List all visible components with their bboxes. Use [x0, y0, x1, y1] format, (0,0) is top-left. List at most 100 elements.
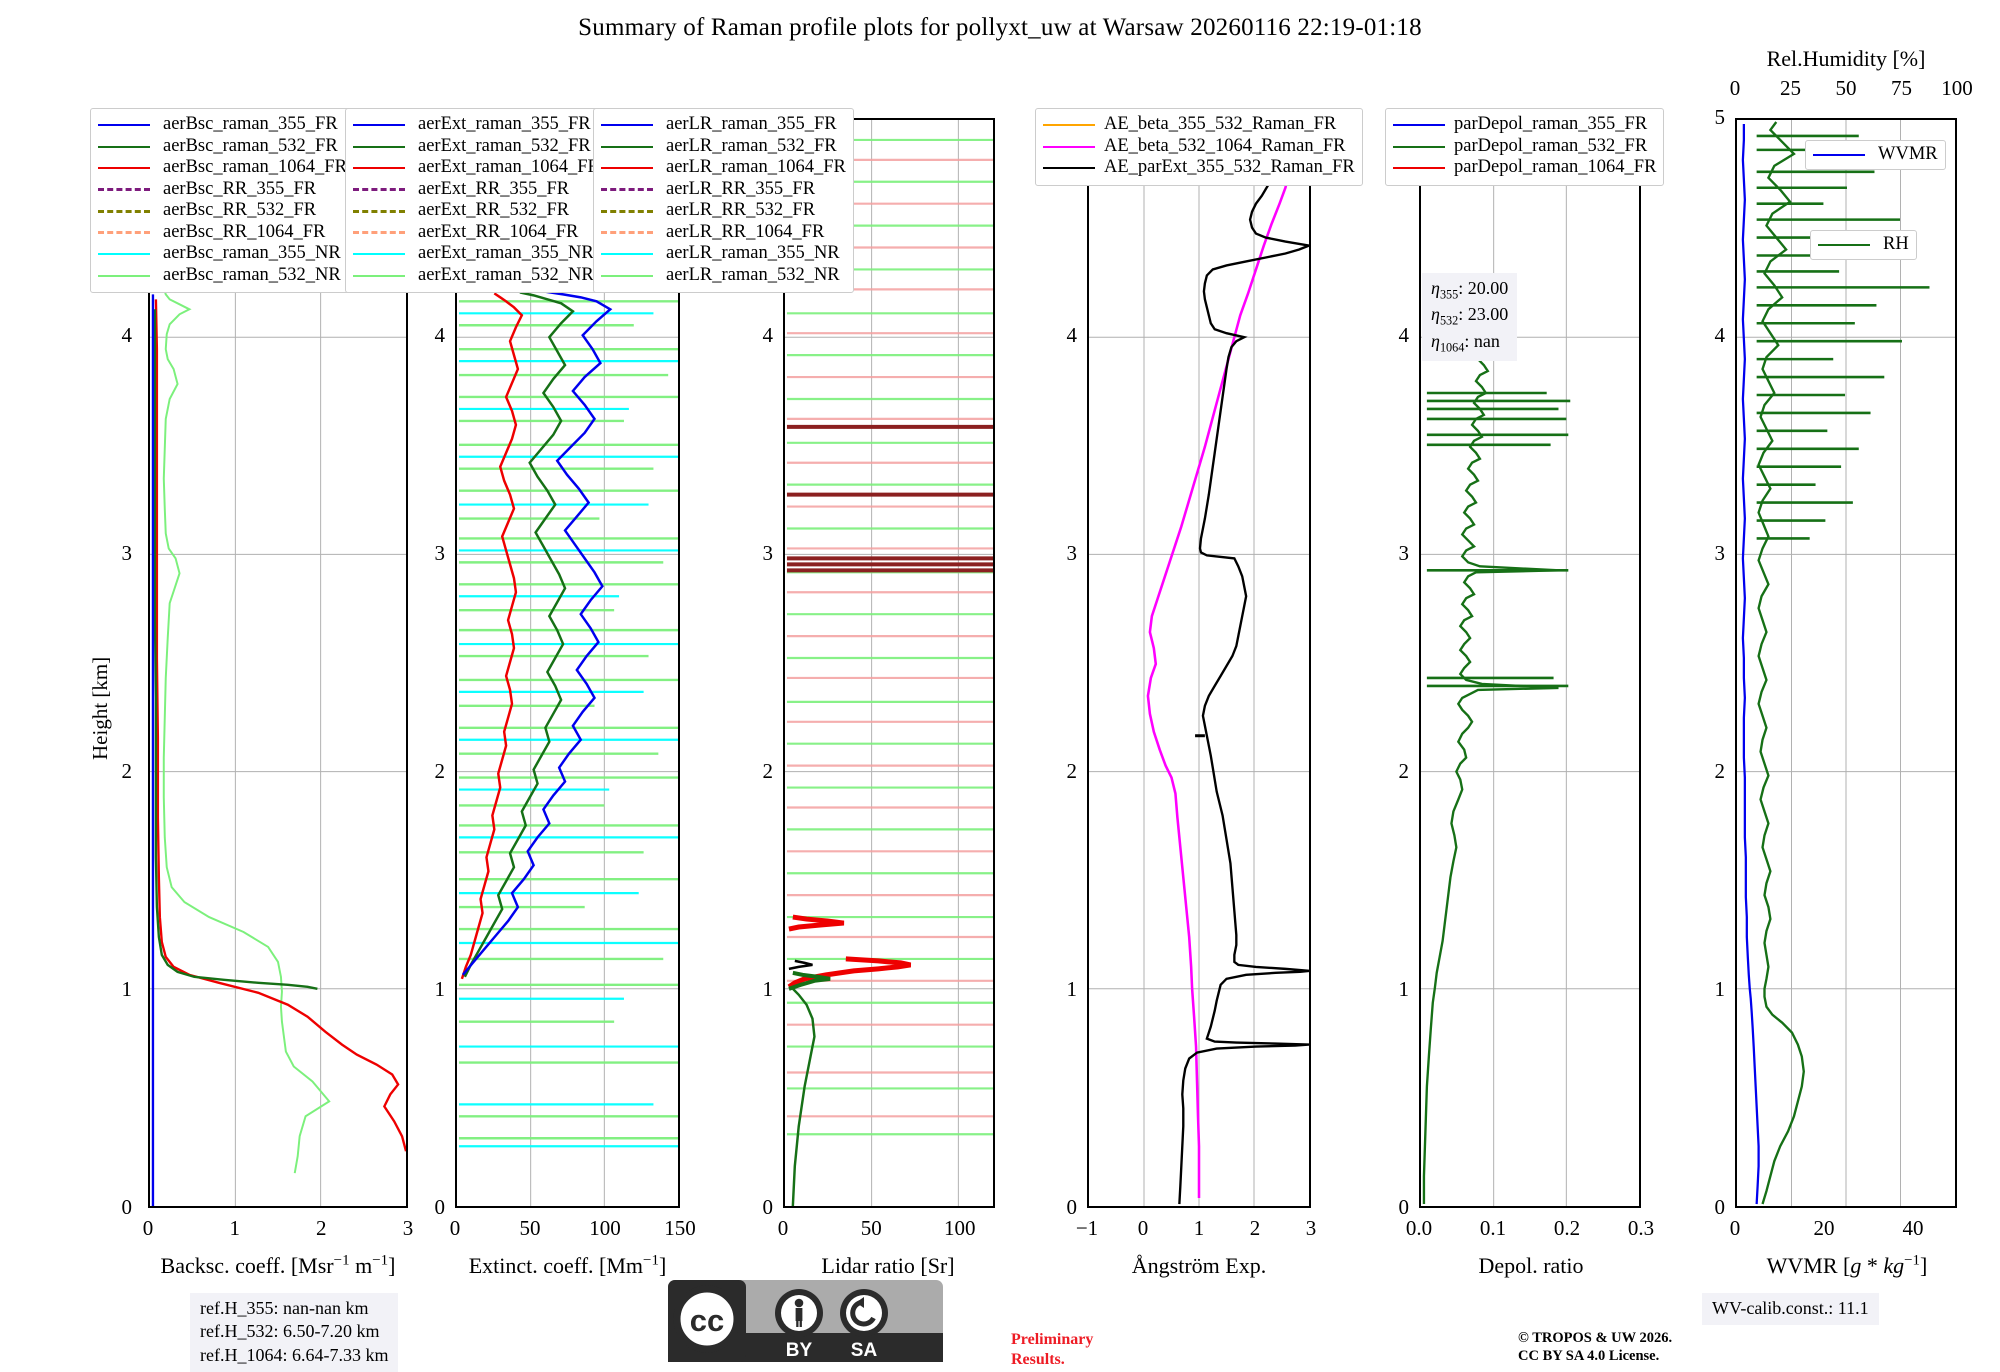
legend-swatch — [1818, 234, 1883, 256]
legend-item[interactable]: aerExt_raman_532_NR — [353, 265, 600, 287]
legend-rh[interactable]: RH — [1810, 230, 1917, 260]
legend-label: aerBsc_raman_1064_FR — [163, 157, 347, 178]
legend-label: aerBsc_RR_1064_FR — [163, 221, 326, 242]
x-tick: 0 — [142, 1216, 154, 1240]
legend-item[interactable]: aerLR_raman_532_FR — [601, 136, 846, 158]
legend-label: aerExt_RR_532_FR — [418, 200, 570, 221]
x-axis-label: Backsc. coeff. [Msr−1 m−1] — [103, 1253, 453, 1279]
plot-area-lidar-ratio[interactable] — [783, 118, 995, 1208]
legend-item[interactable]: aerLR_RR_1064_FR — [601, 222, 846, 244]
legend-item[interactable]: parDepol_raman_532_FR — [1393, 136, 1656, 158]
x-tick: 100 — [589, 1216, 621, 1240]
legend-item[interactable]: RH — [1818, 234, 1909, 256]
eta-symbol: η — [1431, 330, 1440, 351]
y-tick-2: 2 — [762, 759, 774, 783]
plot-area-wvmr-rh[interactable] — [1735, 118, 1957, 1208]
x-tick: 0 — [449, 1216, 461, 1240]
legend-item[interactable]: aerExt_raman_1064_FR — [353, 157, 600, 179]
legend-item[interactable]: aerLR_RR_532_FR — [601, 200, 846, 222]
plot-area-extinction[interactable] — [455, 118, 680, 1208]
eta-532-row: η532: 23.00 — [1431, 303, 1508, 329]
legend-swatch — [601, 136, 666, 158]
legend-item[interactable]: aerLR_raman_1064_FR — [601, 157, 846, 179]
legend-item[interactable]: aerBsc_RR_1064_FR — [98, 222, 347, 244]
legend-item[interactable]: aerExt_raman_532_FR — [353, 136, 600, 158]
cc-by-sa-badge[interactable]: cc BY SA — [668, 1280, 943, 1367]
legend-label: aerExt_raman_532_FR — [418, 135, 591, 156]
legend-table: WVMR — [1813, 144, 1938, 166]
y-tick-1: 1 — [1714, 977, 1726, 1001]
legend-item[interactable]: AE_beta_355_532_Raman_FR — [1043, 114, 1355, 136]
legend-label: aerLR_raman_532_NR — [666, 264, 840, 285]
legend-item[interactable]: aerLR_raman_355_NR — [601, 243, 846, 265]
y-tick-2: 2 — [121, 759, 133, 783]
x-axis-label: Extinct. coeff. [Mm−1] — [400, 1253, 735, 1279]
legend-label: aerBsc_RR_532_FR — [163, 200, 317, 221]
legend-swatch — [353, 243, 418, 265]
x-axis-label: WVMR [g * kg−1] — [1697, 1253, 1997, 1279]
legend-item[interactable]: aerLR_raman_532_NR — [601, 265, 846, 287]
eta-1064-row: η1064: nan — [1431, 330, 1508, 356]
legend-label: parDepol_raman_355_FR — [1454, 114, 1648, 134]
panel-depol-ratio: parDepol_raman_355_FR parDepol_raman_532… — [1385, 105, 1665, 1278]
legend-item[interactable]: aerExt_RR_1064_FR — [353, 222, 600, 244]
legend-angstrom[interactable]: AE_beta_355_532_Raman_FR AE_beta_532_106… — [1035, 108, 1363, 186]
legend-item[interactable]: aerExt_RR_355_FR — [353, 179, 600, 201]
legend-backscatter[interactable]: aerBsc_raman_355_FR aerBsc_raman_532_FR … — [90, 108, 355, 294]
x-tick: 0 — [1137, 1216, 1149, 1240]
legend-item[interactable]: parDepol_raman_1064_FR — [1393, 157, 1656, 179]
legend-item[interactable]: aerBsc_raman_532_NR — [98, 265, 347, 287]
legend-item[interactable]: AE_parExt_355_532_Raman_FR — [1043, 157, 1355, 179]
legend-item[interactable]: aerLR_raman_355_FR — [601, 114, 846, 136]
wv-calib-box: WV-calib.const.: 11.1 — [1702, 1293, 1879, 1326]
y-tick-3: 3 — [762, 541, 774, 565]
y-tick-0: 0 — [121, 1195, 133, 1219]
legend-item[interactable]: aerExt_raman_355_FR — [353, 114, 600, 136]
x-axis-label-text: WVMR [g * kg−1] — [1766, 1253, 1928, 1279]
legend-swatch — [353, 200, 418, 222]
legend-item[interactable]: aerBsc_raman_532_FR — [98, 136, 347, 158]
legend-item[interactable]: aerExt_raman_355_NR — [353, 243, 600, 265]
panel-wvmr-rh: Rel.Humidity [%] 0 25 50 75 100 WVMR RH … — [1715, 46, 1973, 1278]
legend-item[interactable]: AE_beta_532_1064_Raman_FR — [1043, 136, 1355, 158]
y-tick-3: 3 — [1398, 541, 1410, 565]
legend-wvmr[interactable]: WVMR — [1805, 140, 1946, 170]
y-tick-3: 3 — [1066, 541, 1078, 565]
legend-item[interactable]: aerExt_RR_532_FR — [353, 200, 600, 222]
legend-item[interactable]: aerBsc_raman_355_FR — [98, 114, 347, 136]
eta-value: : nan — [1464, 330, 1500, 351]
legend-label: aerBsc_raman_532_FR — [163, 135, 338, 156]
plot-area-backscatter[interactable] — [148, 118, 408, 1208]
x-tick: −1 — [1075, 1216, 1099, 1240]
top-x-tick: 100 — [1941, 76, 1973, 100]
legend-item[interactable]: parDepol_raman_355_FR — [1393, 114, 1656, 136]
legend-label: aerExt_raman_355_NR — [418, 243, 594, 264]
legend-lidar-ratio[interactable]: aerLR_raman_355_FR aerLR_raman_532_FR ae… — [593, 108, 854, 294]
credit-line-2: CC BY SA 4.0 License. — [1518, 1348, 1660, 1365]
panel-lidar-ratio: aerLR_raman_355_FR aerLR_raman_532_FR ae… — [593, 105, 995, 1278]
legend-item[interactable]: WVMR — [1813, 144, 1938, 166]
legend-depol-ratio[interactable]: parDepol_raman_355_FR parDepol_raman_532… — [1385, 108, 1665, 186]
legend-extinction[interactable]: aerExt_raman_355_FR aerExt_raman_532_FR … — [345, 108, 608, 294]
x-axis-label-text: Backsc. coeff. [Msr−1 m−1] — [160, 1253, 396, 1279]
legend-label: aerLR_RR_1064_FR — [666, 221, 825, 242]
legend-item[interactable]: aerLR_RR_355_FR — [601, 179, 846, 201]
plot-area-angstrom[interactable] — [1087, 118, 1311, 1208]
legend-table: RH — [1818, 234, 1909, 256]
legend-item[interactable]: aerBsc_raman_1064_FR — [98, 157, 347, 179]
angstrom-plot-svg — [1089, 120, 1309, 1206]
x-tick: 0 — [777, 1216, 789, 1240]
x-tick: 0.2 — [1553, 1216, 1581, 1240]
legend-label: aerBsc_raman_355_FR — [163, 114, 338, 134]
preliminary-line-1: Preliminary — [1011, 1331, 1094, 1348]
legend-swatch — [353, 222, 418, 244]
legend-swatch — [1043, 157, 1104, 179]
legend-item[interactable]: aerBsc_RR_532_FR — [98, 200, 347, 222]
legend-item[interactable]: aerBsc_raman_355_NR — [98, 243, 347, 265]
legend-table: aerExt_raman_355_FR aerExt_raman_532_FR … — [353, 114, 600, 286]
legend-item[interactable]: aerBsc_RR_355_FR — [98, 179, 347, 201]
legend-swatch — [98, 136, 163, 158]
legend-swatch — [1813, 144, 1878, 166]
legend-swatch — [1393, 136, 1454, 158]
